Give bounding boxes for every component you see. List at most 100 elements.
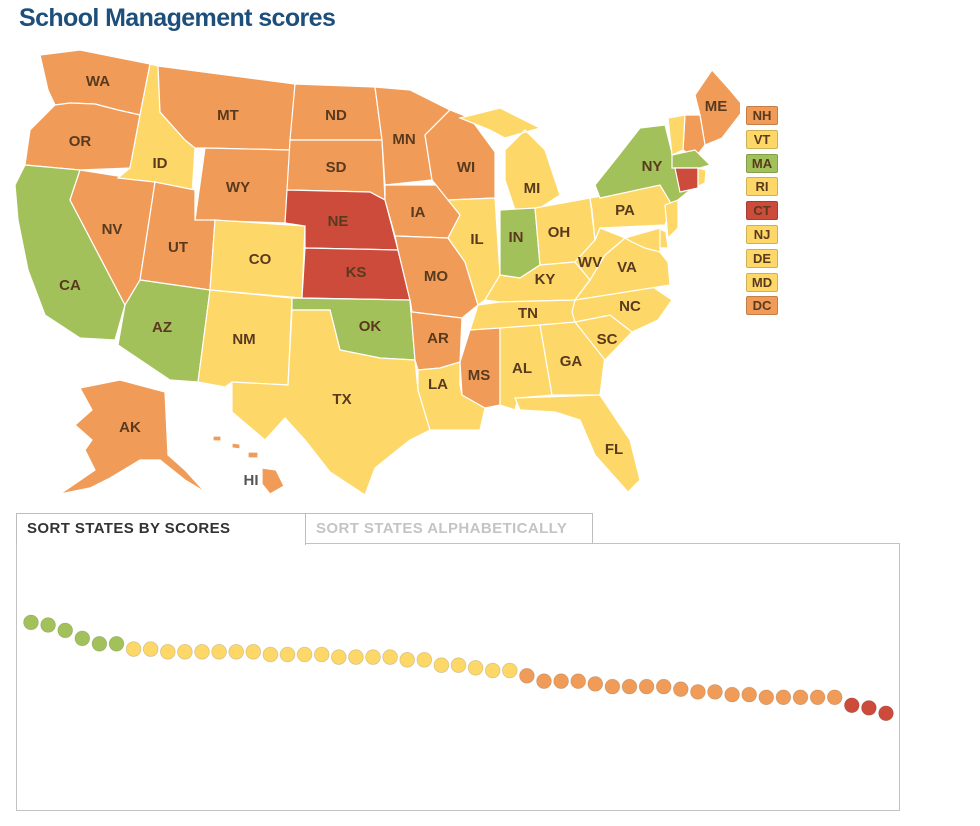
label-wv: WV <box>578 254 602 271</box>
label-ne: NE <box>328 213 349 230</box>
score-dot[interactable] <box>433 657 450 673</box>
label-me: ME <box>705 98 728 115</box>
score-dot[interactable] <box>672 681 689 698</box>
score-dot[interactable] <box>125 641 142 657</box>
state-mi[interactable] <box>458 107 561 211</box>
score-dot[interactable] <box>142 641 159 657</box>
score-dot[interactable] <box>365 649 381 665</box>
state-ri[interactable] <box>697 167 707 187</box>
label-ok: OK <box>359 318 382 335</box>
score-dot[interactable] <box>467 660 484 676</box>
legend-item-ma[interactable]: MA <box>746 153 778 173</box>
tab-sort-alphabetically[interactable]: SORT STATES ALPHABETICALLY <box>305 513 593 543</box>
label-fl: FL <box>605 441 623 458</box>
label-in: IN <box>509 229 524 246</box>
score-dot[interactable] <box>519 668 535 684</box>
score-dot[interactable] <box>296 646 313 663</box>
legend-item-nh[interactable]: NH <box>746 106 778 125</box>
score-dot[interactable] <box>23 614 39 631</box>
score-dot[interactable] <box>843 697 860 714</box>
state-tx[interactable] <box>231 309 431 496</box>
score-dot[interactable] <box>74 630 91 647</box>
score-dot[interactable] <box>553 673 569 690</box>
legend-item-de[interactable]: DE <box>746 248 778 268</box>
state-vt[interactable] <box>667 114 686 156</box>
score-dot[interactable] <box>690 684 706 700</box>
score-dot[interactable] <box>228 644 245 660</box>
label-id: ID <box>153 155 168 172</box>
score-dot[interactable] <box>484 662 501 679</box>
label-la: LA <box>428 376 448 393</box>
score-dot[interactable] <box>211 644 227 660</box>
score-dot[interactable] <box>724 686 740 703</box>
label-ar: AR <box>427 330 449 347</box>
score-dot[interactable] <box>775 689 792 706</box>
score-dot[interactable] <box>399 652 416 668</box>
score-dot[interactable] <box>604 678 621 695</box>
score-dot[interactable] <box>878 705 894 722</box>
label-ky: KY <box>535 271 556 288</box>
label-wy: WY <box>226 179 250 196</box>
score-dot[interactable] <box>826 689 843 706</box>
score-dot[interactable] <box>570 673 586 690</box>
score-dot[interactable] <box>330 649 347 665</box>
score-dot[interactable] <box>279 646 296 663</box>
legend-item-ri[interactable]: RI <box>746 177 778 197</box>
label-sd: SD <box>326 159 347 176</box>
score-dot[interactable] <box>792 689 809 706</box>
score-dot[interactable] <box>809 689 826 706</box>
legend-item-dc[interactable]: DC <box>746 296 778 316</box>
score-dot[interactable] <box>861 700 877 716</box>
score-dot[interactable] <box>621 678 638 695</box>
score-dot[interactable] <box>758 689 775 706</box>
label-az: AZ <box>152 319 172 336</box>
label-mi: MI <box>524 180 541 197</box>
legend-item-md[interactable]: MD <box>746 272 778 292</box>
state-wi[interactable] <box>424 109 496 201</box>
legend-item-nj[interactable]: NJ <box>746 224 778 244</box>
score-dot[interactable] <box>245 644 262 660</box>
legend-item-vt[interactable]: VT <box>746 129 778 149</box>
label-ks: KS <box>346 264 367 281</box>
score-dot[interactable] <box>348 649 364 665</box>
score-dot[interactable] <box>416 652 433 668</box>
label-hi: HI <box>244 472 259 489</box>
score-dot[interactable] <box>536 673 552 690</box>
us-state-map: WA OR ID MT ND MN SD WI WY NE IA MI NY M… <box>14 49 740 496</box>
label-al: AL <box>512 360 532 377</box>
label-wa: WA <box>86 73 110 90</box>
state-fl[interactable] <box>514 394 641 493</box>
label-il: IL <box>470 231 483 248</box>
score-dot[interactable] <box>655 678 672 695</box>
score-dot[interactable] <box>177 644 193 660</box>
label-co: CO <box>249 251 272 268</box>
state-md[interactable] <box>623 227 661 253</box>
score-dot[interactable] <box>57 622 73 639</box>
state-ak[interactable] <box>59 379 206 495</box>
score-dot[interactable] <box>313 646 330 663</box>
score-dot[interactable] <box>741 686 757 703</box>
label-ga: GA <box>560 353 583 370</box>
score-dot[interactable] <box>91 636 108 652</box>
score-dot[interactable] <box>194 644 210 660</box>
label-nv: NV <box>102 221 123 238</box>
label-mn: MN <box>392 131 415 148</box>
tab-sort-by-scores[interactable]: SORT STATES BY SCORES <box>16 513 306 545</box>
state-ma[interactable] <box>671 149 712 169</box>
score-dot[interactable] <box>160 644 176 660</box>
score-dot[interactable] <box>450 657 467 673</box>
score-dot[interactable] <box>638 678 655 695</box>
state-hi[interactable] <box>212 435 285 495</box>
scores-chart-panel <box>16 543 900 811</box>
state-nj[interactable] <box>664 199 679 240</box>
score-dot[interactable] <box>382 649 398 665</box>
label-va: VA <box>617 259 637 276</box>
score-dot[interactable] <box>262 646 279 663</box>
score-dot[interactable] <box>587 676 604 692</box>
score-dot[interactable] <box>707 684 723 700</box>
score-dot[interactable] <box>108 636 125 652</box>
legend-item-ct[interactable]: CT <box>746 201 778 221</box>
state-ct[interactable] <box>674 167 699 193</box>
score-dot[interactable] <box>40 617 56 633</box>
score-dot[interactable] <box>501 662 518 679</box>
